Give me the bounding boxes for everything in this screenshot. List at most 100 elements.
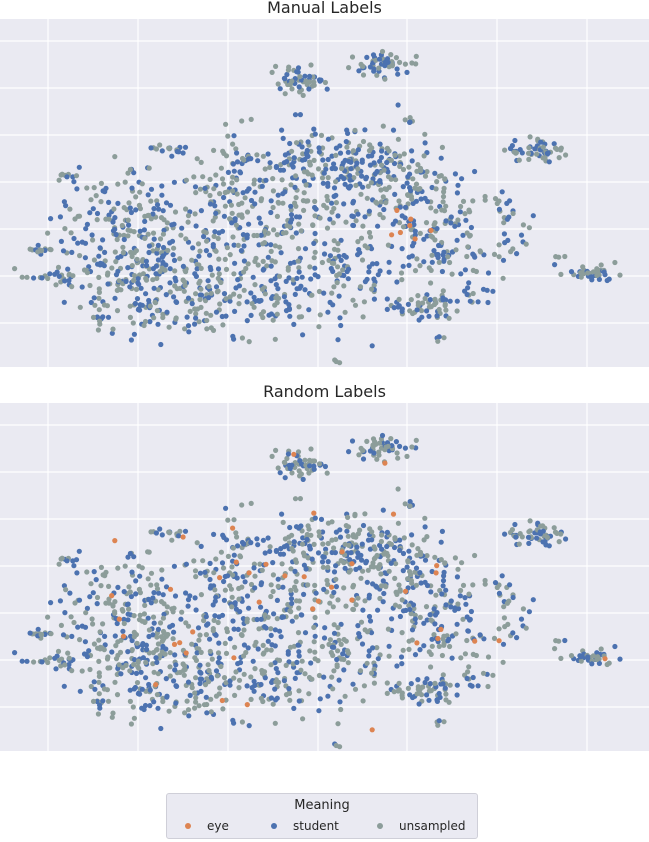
point-unsampled <box>170 636 176 642</box>
point-unsampled <box>92 302 98 308</box>
point-student <box>75 624 81 630</box>
point-unsampled <box>270 188 276 194</box>
point-student <box>258 297 264 304</box>
point-unsampled <box>412 612 418 618</box>
point-unsampled <box>303 182 309 188</box>
point-student <box>429 184 435 191</box>
point-student <box>501 231 507 237</box>
point-student <box>287 260 294 266</box>
point-student <box>472 168 478 175</box>
point-unsampled <box>525 150 532 156</box>
point-unsampled <box>352 127 358 133</box>
point-unsampled <box>506 598 512 604</box>
point-unsampled <box>432 296 438 302</box>
point-student <box>551 141 557 147</box>
point-student <box>355 211 361 217</box>
point-student <box>499 189 505 195</box>
point-unsampled <box>214 673 220 679</box>
point-student <box>221 291 228 297</box>
point-student <box>182 144 189 150</box>
point-student <box>500 257 507 263</box>
point-student <box>230 618 236 624</box>
point-unsampled <box>218 549 224 555</box>
point-eye <box>434 563 440 569</box>
point-student <box>211 531 217 537</box>
point-unsampled <box>193 291 199 297</box>
point-unsampled <box>245 261 251 267</box>
point-unsampled <box>423 220 430 226</box>
point-unsampled <box>91 185 97 191</box>
point-student <box>159 532 165 538</box>
point-student <box>242 579 248 585</box>
point-unsampled <box>423 604 430 610</box>
point-unsampled <box>395 486 401 492</box>
point-unsampled <box>399 690 405 696</box>
point-unsampled <box>112 249 118 255</box>
point-student <box>409 243 416 249</box>
point-student <box>207 264 213 270</box>
point-unsampled <box>355 595 361 601</box>
point-eye <box>394 207 400 213</box>
point-student <box>525 534 532 540</box>
point-unsampled <box>223 650 230 656</box>
point-unsampled <box>116 662 122 668</box>
point-unsampled <box>441 185 447 191</box>
point-unsampled <box>193 190 199 196</box>
point-student <box>227 682 233 688</box>
point-unsampled <box>30 659 37 665</box>
point-student <box>381 206 387 213</box>
point-unsampled <box>127 314 133 320</box>
point-eye <box>116 616 122 622</box>
point-unsampled <box>109 714 115 720</box>
point-unsampled <box>100 621 106 627</box>
point-unsampled <box>445 254 451 260</box>
point-unsampled <box>371 666 377 672</box>
point-student <box>244 299 250 305</box>
point-student <box>475 299 481 305</box>
point-unsampled <box>460 582 467 588</box>
point-student <box>120 628 126 634</box>
point-unsampled <box>386 653 392 659</box>
point-student <box>457 593 463 599</box>
point-student <box>458 271 464 277</box>
point-unsampled <box>418 168 424 174</box>
point-student <box>316 77 323 83</box>
point-unsampled <box>241 157 247 163</box>
point-student <box>405 301 411 307</box>
point-unsampled <box>270 176 276 182</box>
point-unsampled <box>241 627 247 633</box>
point-student <box>512 137 518 144</box>
point-student <box>333 145 339 151</box>
point-student <box>141 706 147 713</box>
point-student <box>407 692 413 698</box>
point-unsampled <box>106 583 112 589</box>
point-student <box>118 671 124 677</box>
point-student <box>375 223 381 229</box>
point-unsampled <box>137 612 143 618</box>
point-unsampled <box>409 542 415 548</box>
point-unsampled <box>276 657 283 663</box>
point-student <box>280 614 287 620</box>
point-student <box>164 693 170 699</box>
point-unsampled <box>453 247 459 253</box>
point-student <box>385 169 391 175</box>
point-unsampled <box>206 679 212 685</box>
point-unsampled <box>482 197 488 203</box>
point-unsampled <box>134 256 140 262</box>
point-student <box>82 624 89 630</box>
point-unsampled <box>164 604 170 610</box>
point-unsampled <box>378 538 384 545</box>
point-unsampled <box>415 686 421 692</box>
point-student <box>131 170 137 176</box>
point-unsampled <box>296 468 302 474</box>
point-eye <box>433 570 439 576</box>
point-unsampled <box>382 76 388 82</box>
legend: Meaning eye student unsampled <box>166 793 478 839</box>
point-unsampled <box>307 457 313 463</box>
point-unsampled <box>183 206 189 212</box>
point-unsampled <box>248 696 254 702</box>
point-student <box>255 542 261 548</box>
point-unsampled <box>385 553 391 559</box>
point-unsampled <box>236 596 242 602</box>
point-unsampled <box>376 65 382 71</box>
